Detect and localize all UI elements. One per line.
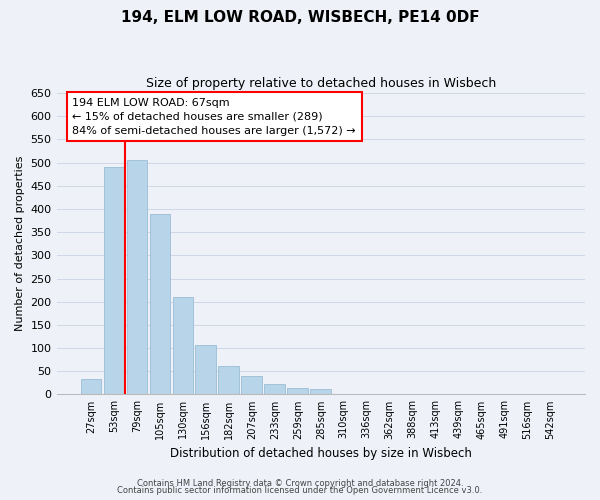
Title: Size of property relative to detached houses in Wisbech: Size of property relative to detached ho… <box>146 78 496 90</box>
Bar <box>310 389 331 394</box>
Bar <box>287 388 308 394</box>
Bar <box>196 345 216 395</box>
Bar <box>80 379 101 394</box>
Text: 194, ELM LOW ROAD, WISBECH, PE14 0DF: 194, ELM LOW ROAD, WISBECH, PE14 0DF <box>121 10 479 25</box>
Text: Contains HM Land Registry data © Crown copyright and database right 2024.: Contains HM Land Registry data © Crown c… <box>137 478 463 488</box>
X-axis label: Distribution of detached houses by size in Wisbech: Distribution of detached houses by size … <box>170 447 472 460</box>
Bar <box>218 366 239 394</box>
Bar <box>173 297 193 394</box>
Bar <box>127 160 147 394</box>
Bar <box>104 167 124 394</box>
Text: Contains public sector information licensed under the Open Government Licence v3: Contains public sector information licen… <box>118 486 482 495</box>
Y-axis label: Number of detached properties: Number of detached properties <box>15 156 25 332</box>
Bar <box>241 376 262 394</box>
Bar <box>265 384 285 394</box>
Bar <box>149 214 170 394</box>
Text: 194 ELM LOW ROAD: 67sqm
← 15% of detached houses are smaller (289)
84% of semi-d: 194 ELM LOW ROAD: 67sqm ← 15% of detache… <box>73 98 356 136</box>
